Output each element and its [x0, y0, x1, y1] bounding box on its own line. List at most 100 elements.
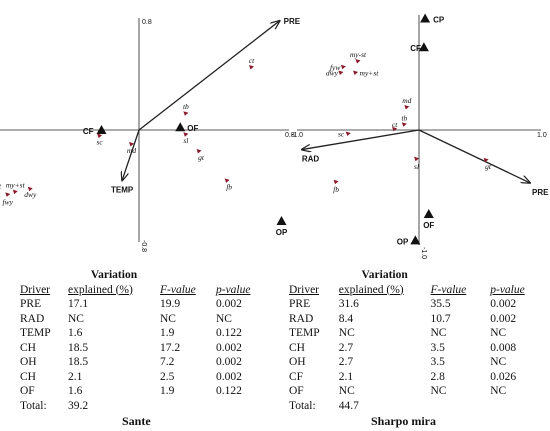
species-label: fb [226, 182, 232, 191]
site-label: CP [433, 15, 445, 24]
species-marker [183, 111, 189, 116]
species-marker [12, 189, 18, 195]
arrow-pre [138, 21, 280, 131]
p-value-cell: 0.002 [216, 356, 242, 368]
arrow-temp [122, 129, 140, 180]
f-value-cell: NC [160, 312, 176, 325]
f-value-cell: 7.2 [160, 356, 175, 368]
col-header-explained: explained (%) [68, 283, 133, 296]
species-label: sc [338, 129, 345, 138]
species-label: fyw [330, 63, 340, 72]
explained-cell: NC [338, 385, 355, 397]
driver-cell: TEMP [20, 327, 51, 339]
arrow-label: TEMP [111, 185, 134, 194]
table-row: CF 2.1 2.8 0.026 [289, 370, 550, 385]
site-marker [96, 125, 107, 134]
explained-cell: 18.5 [68, 341, 89, 354]
driver-cell: CF [289, 370, 304, 383]
explained-cell: 8.4 [338, 312, 354, 325]
f-value-cell: 3.5 [430, 341, 445, 354]
f-value-cell: 2.8 [430, 370, 445, 383]
driver-cell: TEMP [289, 327, 320, 339]
species-label: my-st [0, 182, 2, 191]
p-value-cell: 0.002 [216, 298, 242, 310]
f-value-cell: NC [430, 327, 447, 339]
species-marker [5, 192, 11, 197]
table-row: OH 2.7 3.5 NC [289, 355, 550, 370]
species-label: dwy [326, 69, 339, 78]
table-sante: Variation Driver explained (%) F-value p… [20, 268, 276, 413]
site-marker [175, 122, 186, 132]
species-label: gt [198, 153, 205, 162]
arrow-label: PRE [532, 188, 549, 197]
tick-label-left: -1.0 [291, 132, 303, 139]
site-marker [276, 216, 287, 225]
species-marker [97, 133, 103, 139]
driver-cell: PRE [20, 298, 42, 310]
explained-cell: 1.6 [68, 385, 83, 397]
driver-cell: OH [20, 356, 37, 368]
species-marker [183, 132, 189, 137]
site-label: CF [83, 127, 94, 136]
f-value-cell: 1.9 [160, 327, 175, 339]
explained-cell: 18.5 [68, 356, 89, 368]
species-label: tb [183, 102, 189, 111]
table-row: TEMP 1.6 1.9 0.122 [20, 326, 276, 341]
species-label: md [127, 146, 136, 155]
site-label: OF [423, 221, 434, 230]
p-value-cell: 0.008 [490, 341, 517, 354]
table-row: OF 1.6 1.9 0.122 [20, 384, 276, 399]
species-label: fb [333, 185, 339, 194]
species-marker [249, 65, 254, 70]
driver-cell: RAD [20, 312, 45, 325]
p-value-cell: NC [490, 385, 507, 397]
species-label: md [402, 96, 411, 105]
p-value-cell: 0.122 [216, 327, 242, 339]
arrow-pre [418, 129, 530, 183]
caption-sharpo-mira: Sharpo mira [371, 414, 437, 428]
col-header-driver: Driver [289, 283, 320, 296]
species-marker [345, 131, 351, 136]
driver-cell: OF [289, 385, 304, 397]
col-header-f-value: F-value [430, 283, 467, 296]
p-value-cell: 0.122 [216, 385, 242, 397]
f-value-cell: 19.9 [160, 298, 181, 310]
driver-cell: PRE [289, 298, 311, 310]
total-value: 44.7 [338, 399, 359, 412]
driver-cell: RAD [289, 312, 314, 325]
p-value-cell: NC [216, 312, 232, 325]
species-marker [404, 105, 410, 110]
total-label: Total: [20, 399, 47, 412]
species-marker [355, 59, 361, 64]
site-marker [418, 42, 429, 52]
species-label: sl [183, 136, 188, 145]
species-marker [392, 126, 398, 132]
site-label: CF [410, 44, 421, 53]
total-value: 39.2 [68, 399, 89, 412]
site-marker [420, 13, 431, 23]
p-value-cell: 0.002 [490, 312, 517, 325]
species-marker [196, 149, 202, 154]
f-value-cell: 2.5 [160, 370, 175, 383]
table-row: CH 2.7 3.5 0.008 [289, 341, 550, 356]
species-label: my+st [360, 69, 380, 78]
driver-cell: CH [20, 341, 36, 354]
tick-label-bottom: -1.0 [420, 247, 427, 259]
explained-cell: NC [338, 327, 355, 339]
tick-label-bottom: -0.8 [140, 240, 147, 252]
col-header-p-value: p-value [216, 283, 251, 296]
species-marker [483, 157, 489, 163]
f-value-cell: 35.5 [430, 298, 451, 310]
p-value-cell: 0.002 [216, 370, 242, 383]
tick-label-right: 1.0 [537, 132, 547, 139]
explained-cell: 2.7 [338, 356, 354, 368]
arrow-rad [302, 129, 420, 150]
table-row: CH 2.1 2.5 0.002 [20, 370, 276, 385]
table-row: TEMP NC NC NC [289, 326, 550, 341]
f-value-cell: 3.5 [430, 356, 445, 368]
species-marker [414, 156, 420, 162]
col-header-explained: explained (%) [338, 283, 404, 296]
driver-cell: CH [289, 341, 305, 354]
species-marker [224, 178, 230, 183]
